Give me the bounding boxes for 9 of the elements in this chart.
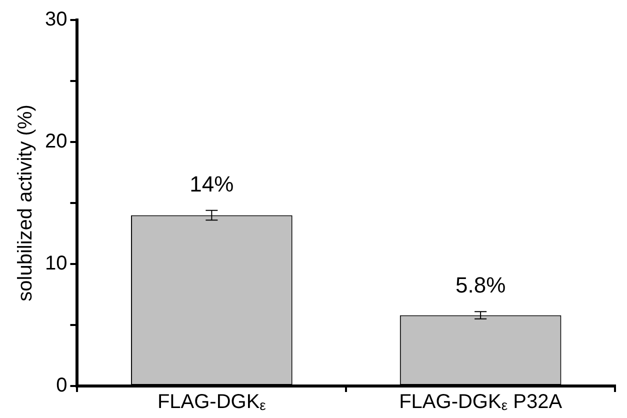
x-tick-label: FLAG-DGKε P32A [399, 391, 563, 413]
data-label: 14% [190, 171, 234, 196]
y-tick-label: 20 [44, 130, 68, 153]
y-tick-label: 30 [44, 8, 68, 31]
y-axis-title: solubilized activity (%) [14, 104, 37, 302]
data-label: 5.8% [455, 272, 506, 298]
x-tick-label: FLAG-DGKε [157, 391, 266, 413]
y-tick-label: 0 [56, 374, 68, 397]
y-tick-label: 10 [44, 252, 68, 275]
